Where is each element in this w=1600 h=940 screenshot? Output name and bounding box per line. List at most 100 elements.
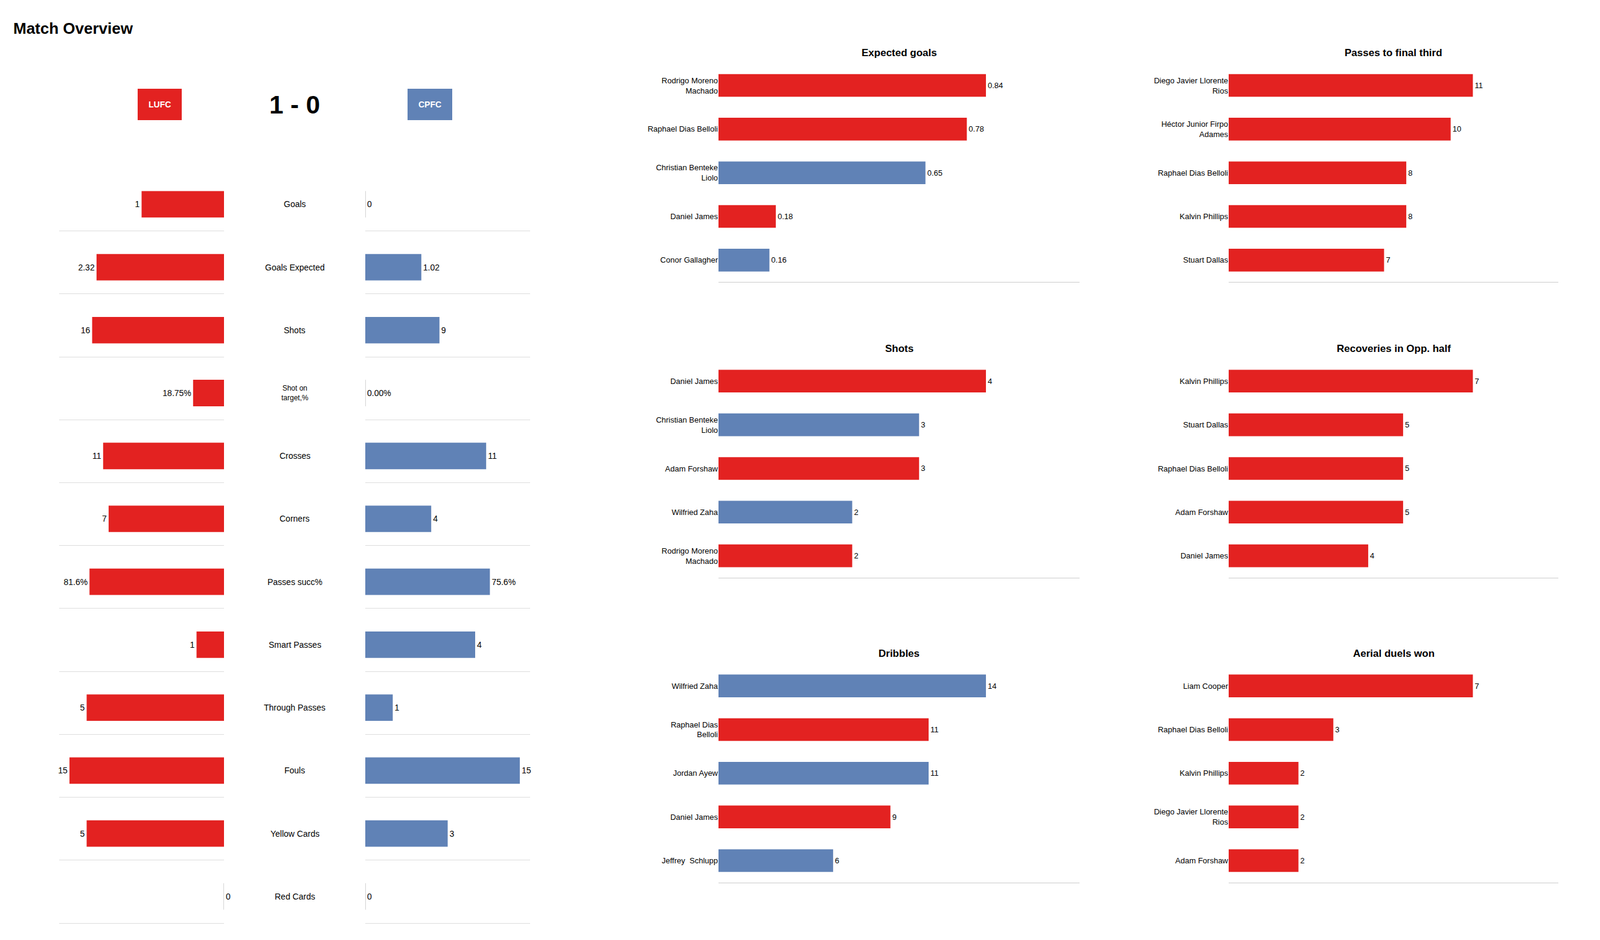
svg-text:4: 4 bbox=[476, 640, 482, 650]
svg-text:Shots: Shots bbox=[885, 342, 914, 355]
svg-text:Passes succ%: Passes succ% bbox=[267, 577, 323, 587]
svg-text:Raphael Dias Belloli: Raphael Dias Belloli bbox=[1158, 464, 1229, 474]
svg-text:1: 1 bbox=[135, 199, 141, 209]
svg-text:Recoveries in Opp. half: Recoveries in Opp. half bbox=[1336, 342, 1451, 355]
svg-text:Fouls: Fouls bbox=[284, 765, 305, 776]
svg-text:Liam Cooper: Liam Cooper bbox=[1183, 681, 1229, 691]
svg-text:4: 4 bbox=[432, 513, 438, 524]
svg-text:0.18: 0.18 bbox=[777, 211, 793, 221]
svg-text:0.65: 0.65 bbox=[927, 168, 943, 178]
svg-text:0: 0 bbox=[367, 199, 372, 209]
svg-text:Goals: Goals bbox=[283, 199, 307, 209]
svg-text:Jordan Ayew: Jordan Ayew bbox=[673, 768, 719, 778]
svg-text:Conor Gallagher: Conor Gallagher bbox=[660, 255, 719, 265]
svg-text:5: 5 bbox=[1404, 420, 1410, 430]
svg-text:11: 11 bbox=[487, 451, 497, 461]
svg-text:0.16: 0.16 bbox=[771, 255, 787, 265]
svg-text:8: 8 bbox=[1408, 168, 1413, 178]
svg-text:Yellow Cards: Yellow Cards bbox=[270, 828, 320, 839]
svg-text:1: 1 bbox=[394, 702, 400, 713]
svg-text:1.02: 1.02 bbox=[423, 262, 440, 273]
svg-text:Christian BentekeLiolo: Christian BentekeLiolo bbox=[655, 415, 718, 435]
svg-text:Daniel James: Daniel James bbox=[670, 812, 718, 822]
svg-text:Rodrigo MorenoMachado: Rodrigo MorenoMachado bbox=[661, 76, 718, 96]
svg-text:Wilfried Zaha: Wilfried Zaha bbox=[671, 507, 718, 517]
svg-text:Dribbles: Dribbles bbox=[878, 647, 920, 660]
svg-text:11: 11 bbox=[92, 451, 102, 461]
svg-text:Aerial duels won: Aerial duels won bbox=[1353, 647, 1435, 660]
svg-text:5: 5 bbox=[1404, 463, 1410, 473]
svg-text:9: 9 bbox=[892, 812, 897, 822]
svg-text:75.6%: 75.6% bbox=[491, 577, 516, 587]
svg-text:Red Cards: Red Cards bbox=[274, 891, 316, 902]
svg-text:Goals Expected: Goals Expected bbox=[265, 262, 325, 273]
svg-text:0: 0 bbox=[367, 891, 372, 902]
svg-text:Raphael DiasBelloli: Raphael DiasBelloli bbox=[670, 720, 719, 740]
svg-text:2.32: 2.32 bbox=[77, 262, 95, 273]
svg-text:Kalvin Phillips: Kalvin Phillips bbox=[1179, 376, 1229, 386]
svg-text:2: 2 bbox=[1300, 812, 1305, 822]
svg-text:3: 3 bbox=[920, 420, 925, 430]
svg-text:1 - 0: 1 - 0 bbox=[269, 90, 320, 119]
svg-text:Kalvin Phillips: Kalvin Phillips bbox=[1179, 768, 1229, 778]
svg-text:0: 0 bbox=[225, 891, 231, 902]
svg-text:15: 15 bbox=[57, 765, 68, 776]
svg-text:Shots: Shots bbox=[283, 325, 306, 336]
svg-text:3: 3 bbox=[920, 463, 925, 473]
svg-text:Corners: Corners bbox=[279, 513, 310, 524]
svg-text:Adam Forshaw: Adam Forshaw bbox=[1175, 856, 1229, 866]
svg-text:Through Passes: Through Passes bbox=[263, 702, 326, 713]
svg-text:Daniel James: Daniel James bbox=[670, 211, 718, 221]
svg-text:1: 1 bbox=[190, 640, 196, 650]
svg-text:11: 11 bbox=[930, 725, 939, 735]
svg-text:8: 8 bbox=[1408, 211, 1413, 221]
svg-text:11: 11 bbox=[930, 768, 939, 778]
svg-text:Smart Passes: Smart Passes bbox=[268, 640, 322, 650]
svg-text:11: 11 bbox=[1474, 80, 1483, 90]
svg-text:Jeffrey Schlupp: Jeffrey Schlupp bbox=[661, 856, 718, 866]
svg-text:Expected goals: Expected goals bbox=[861, 47, 938, 59]
svg-text:Stuart Dallas: Stuart Dallas bbox=[1183, 255, 1229, 265]
svg-text:5: 5 bbox=[1404, 507, 1410, 517]
svg-text:Shot ontarget,%: Shot ontarget,% bbox=[281, 384, 309, 403]
svg-text:15: 15 bbox=[521, 765, 532, 776]
svg-text:0.00%: 0.00% bbox=[367, 388, 392, 398]
svg-text:0.84: 0.84 bbox=[987, 80, 1003, 90]
svg-text:10: 10 bbox=[1452, 124, 1462, 134]
svg-text:3: 3 bbox=[1334, 725, 1340, 735]
svg-text:Héctor Junior FirpoAdames: Héctor Junior FirpoAdames bbox=[1161, 119, 1229, 139]
svg-text:2: 2 bbox=[1300, 768, 1305, 778]
svg-text:Daniel James: Daniel James bbox=[670, 376, 718, 386]
svg-text:Crosses: Crosses bbox=[279, 451, 311, 461]
svg-text:14: 14 bbox=[987, 681, 997, 691]
svg-text:Diego Javier LlorenteRios: Diego Javier LlorenteRios bbox=[1153, 76, 1229, 96]
svg-text:7: 7 bbox=[102, 513, 107, 524]
svg-text:2: 2 bbox=[853, 507, 858, 517]
svg-text:2: 2 bbox=[853, 551, 858, 561]
svg-text:Raphael Dias Belloli: Raphael Dias Belloli bbox=[1158, 725, 1229, 735]
svg-text:Kalvin Phillips: Kalvin Phillips bbox=[1179, 211, 1229, 221]
svg-text:3: 3 bbox=[449, 828, 455, 839]
svg-text:7: 7 bbox=[1474, 681, 1479, 691]
svg-text:CPFC: CPFC bbox=[418, 99, 442, 110]
svg-text:Adam Forshaw: Adam Forshaw bbox=[665, 464, 719, 474]
svg-text:6: 6 bbox=[835, 856, 840, 866]
svg-text:Stuart Dallas: Stuart Dallas bbox=[1183, 420, 1229, 430]
svg-text:5: 5 bbox=[80, 702, 86, 713]
svg-text:LUFC: LUFC bbox=[148, 99, 171, 110]
svg-text:Christian BentekeLiolo: Christian BentekeLiolo bbox=[655, 163, 718, 183]
svg-text:Raphael Dias Belloli: Raphael Dias Belloli bbox=[647, 124, 718, 134]
svg-text:Passes to final third: Passes to final third bbox=[1344, 47, 1443, 59]
svg-text:Adam Forshaw: Adam Forshaw bbox=[1175, 507, 1229, 517]
svg-text:Diego Javier LlorenteRios: Diego Javier LlorenteRios bbox=[1153, 807, 1229, 827]
svg-text:9: 9 bbox=[441, 325, 447, 336]
svg-text:2: 2 bbox=[1300, 856, 1305, 866]
svg-text:5: 5 bbox=[80, 828, 86, 839]
svg-text:Daniel James: Daniel James bbox=[1180, 551, 1229, 561]
svg-text:7: 7 bbox=[1474, 376, 1479, 386]
svg-text:Wilfried Zaha: Wilfried Zaha bbox=[671, 681, 718, 691]
svg-text:Match Overview: Match Overview bbox=[13, 19, 134, 38]
svg-text:0.78: 0.78 bbox=[968, 124, 984, 134]
svg-text:81.6%: 81.6% bbox=[64, 577, 89, 587]
svg-text:4: 4 bbox=[987, 376, 992, 386]
